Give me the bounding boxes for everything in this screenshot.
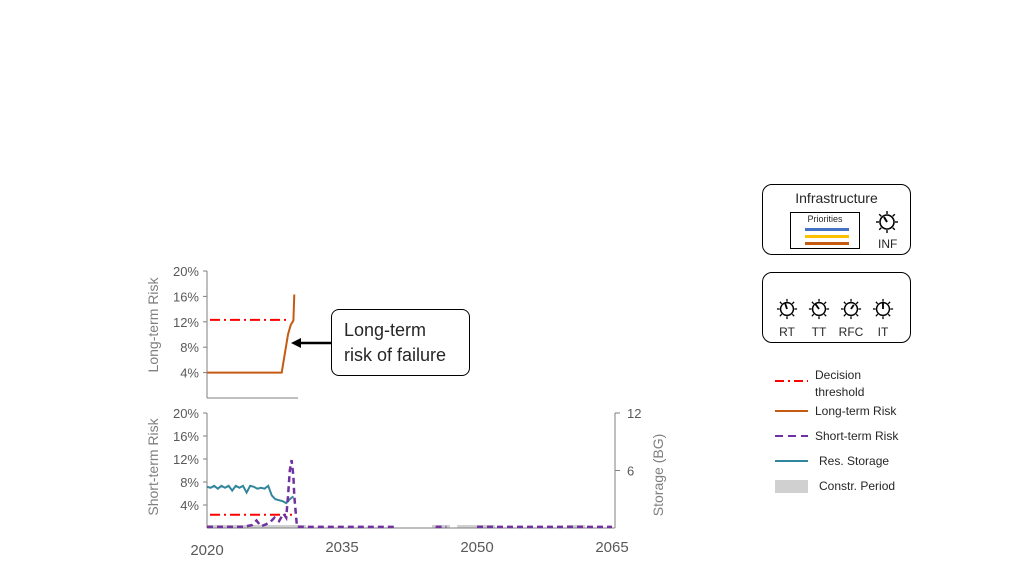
storage-axis-label: Storage (BG) — [650, 434, 666, 516]
x-tick-label: 2065 — [595, 539, 628, 556]
x-tick-label: 2050 — [460, 539, 493, 556]
knob-rfc-icon[interactable] — [840, 298, 862, 320]
long-term-y-tick-label: 4% — [180, 366, 199, 381]
construction-period-bar — [457, 525, 495, 528]
short-term-y-tick-label: 20% — [173, 406, 199, 421]
storage-tick-label: 12 — [627, 406, 641, 421]
callout-arrowhead-icon — [291, 338, 301, 348]
infrastructure-panel: Infrastructure Priorities INF — [762, 184, 911, 255]
priorities-label: Priorities — [807, 214, 843, 224]
long-term-risk-line — [207, 294, 296, 374]
legend-short-term-label: Short-term Risk — [815, 429, 899, 443]
priority-bar-blue — [805, 228, 849, 231]
policy-knobs-panel: RT TT RFC IT — [762, 272, 911, 343]
long-term-y-axis-label: Long-term Risk — [145, 277, 161, 373]
priorities-box[interactable]: Priorities — [790, 212, 860, 249]
long-term-y-tick-label: 8% — [180, 340, 199, 355]
knob-rt-label: RT — [779, 325, 795, 339]
knob-it-icon[interactable] — [872, 298, 894, 320]
legend-constr-marker — [775, 480, 808, 493]
legend-long-term-label: Long-term Risk — [815, 404, 897, 418]
inf-knob-label: INF — [878, 237, 898, 251]
long-term-panel: 20% 16% 12% 8% 4% Long-term Risk — [145, 264, 298, 399]
short-term-risk-line — [207, 459, 396, 529]
legend-threshold-label: Decision threshold — [815, 368, 865, 399]
long-term-risk-callout: Long-term risk of failure — [331, 309, 470, 376]
long-term-y-tick-label: 12% — [173, 315, 199, 330]
long-term-y-tick-label: 20% — [173, 264, 199, 279]
short-term-y-tick-label: 4% — [180, 498, 199, 513]
construction-period-bar — [207, 525, 306, 528]
knob-tt-icon[interactable] — [808, 298, 830, 320]
legend-storage-label: Res. Storage — [819, 454, 890, 468]
long-term-y-tick-label: 16% — [173, 289, 199, 304]
short-term-y-tick-label: 16% — [173, 429, 199, 444]
knob-rfc-label: RFC — [838, 325, 864, 339]
priority-bar-yellow — [805, 235, 849, 238]
knob-it-label: IT — [877, 325, 889, 339]
construction-period-bar — [567, 525, 585, 528]
legend-constr-label: Constr. Period — [819, 479, 896, 493]
infrastructure-title: Infrastructure — [795, 190, 878, 206]
short-term-y-tick-label: 8% — [180, 475, 199, 490]
legend-markers — [775, 380, 808, 493]
x-tick-label: 2035 — [325, 539, 358, 556]
inf-knob-icon[interactable] — [875, 210, 899, 234]
short-term-y-axis-label: Short-term Risk — [145, 417, 161, 515]
callout-text: Long-term risk of failure — [344, 320, 447, 365]
knob-tt-label: TT — [811, 325, 827, 339]
storage-tick-label: 6 — [627, 464, 634, 479]
reservoir-storage-line — [206, 484, 295, 505]
short-term-y-tick-label: 12% — [173, 452, 199, 467]
x-tick-label: 2020 — [190, 542, 223, 559]
knob-rt-icon[interactable] — [776, 298, 798, 320]
short-term-panel: 20% 16% 12% 8% 4% Short-term Risk 12 6 Storag… — [145, 406, 666, 559]
priority-bar-orange — [805, 242, 849, 245]
